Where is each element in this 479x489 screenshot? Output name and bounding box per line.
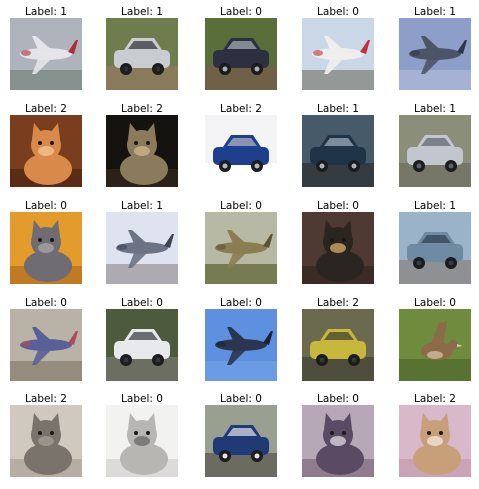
car-thumbnail xyxy=(399,115,471,187)
car-thumbnail xyxy=(399,212,471,284)
car-thumbnail xyxy=(205,405,277,477)
image-label: Label: 1 xyxy=(414,200,456,212)
image-label: Label: 0 xyxy=(414,297,456,309)
image-label: Label: 1 xyxy=(414,103,456,115)
image-label: Label: 0 xyxy=(220,297,262,309)
image-label: Label: 0 xyxy=(317,6,359,18)
grid-cell: Label: 1 xyxy=(302,103,374,187)
cat-thumbnail xyxy=(10,115,82,187)
airplane-thumbnail xyxy=(399,18,471,90)
image-label: Label: 0 xyxy=(317,200,359,212)
image-label: Label: 2 xyxy=(25,393,67,405)
cat-thumbnail xyxy=(106,405,178,477)
grid-cell: Label: 1 xyxy=(399,103,471,187)
car-thumbnail xyxy=(302,309,374,381)
cat-thumbnail xyxy=(302,405,374,477)
grid-cell: Label: 1 xyxy=(106,6,178,90)
grid-cell: Label: 1 xyxy=(106,200,178,284)
grid-cell: Label: 0 xyxy=(205,393,277,477)
image-label: Label: 2 xyxy=(220,103,262,115)
image-label: Label: 1 xyxy=(25,6,67,18)
airplane-thumbnail xyxy=(205,309,277,381)
cat-thumbnail xyxy=(10,212,82,284)
grid-cell: Label: 1 xyxy=(399,6,471,90)
image-label: Label: 2 xyxy=(25,103,67,115)
airplane-thumbnail xyxy=(10,18,82,90)
image-label: Label: 0 xyxy=(220,200,262,212)
grid-cell: Label: 1 xyxy=(10,6,82,90)
grid-cell: Label: 2 xyxy=(106,103,178,187)
airplane-thumbnail xyxy=(10,309,82,381)
car-thumbnail xyxy=(106,309,178,381)
image-label: Label: 1 xyxy=(414,6,456,18)
image-label: Label: 2 xyxy=(121,103,163,115)
image-label: Label: 0 xyxy=(317,393,359,405)
cat-thumbnail xyxy=(106,115,178,187)
grid-cell: Label: 0 xyxy=(302,6,374,90)
airplane-thumbnail xyxy=(302,18,374,90)
grid-cell: Label: 0 xyxy=(205,6,277,90)
image-label: Label: 1 xyxy=(317,103,359,115)
grid-cell: Label: 2 xyxy=(302,297,374,381)
grid-cell: Label: 2 xyxy=(10,103,82,187)
image-label: Label: 0 xyxy=(25,200,67,212)
grid-cell: Label: 0 xyxy=(399,297,471,381)
cat-thumbnail xyxy=(302,212,374,284)
image-label: Label: 0 xyxy=(220,393,262,405)
car-thumbnail xyxy=(205,115,277,187)
grid-cell: Label: 0 xyxy=(106,297,178,381)
image-label: Label: 1 xyxy=(121,6,163,18)
cat-thumbnail xyxy=(10,405,82,477)
grid-cell: Label: 0 xyxy=(302,200,374,284)
airplane-thumbnail xyxy=(106,212,178,284)
car-thumbnail xyxy=(302,115,374,187)
car-thumbnail xyxy=(205,18,277,90)
image-label: Label: 2 xyxy=(414,393,456,405)
grid-cell: Label: 2 xyxy=(399,393,471,477)
grid-cell: Label: 0 xyxy=(205,297,277,381)
grid-cell: Label: 0 xyxy=(205,200,277,284)
image-label: Label: 0 xyxy=(220,6,262,18)
grid-cell: Label: 2 xyxy=(205,103,277,187)
grid-cell: Label: 1 xyxy=(399,200,471,284)
image-label: Label: 0 xyxy=(121,393,163,405)
image-label: Label: 2 xyxy=(317,297,359,309)
grid-cell: Label: 0 xyxy=(302,393,374,477)
cat-thumbnail xyxy=(399,405,471,477)
bird-thumbnail xyxy=(399,309,471,381)
image-label: Label: 1 xyxy=(121,200,163,212)
grid-cell: Label: 0 xyxy=(10,297,82,381)
grid-cell: Label: 2 xyxy=(10,393,82,477)
car-thumbnail xyxy=(106,18,178,90)
airplane-thumbnail xyxy=(205,212,277,284)
grid-cell: Label: 0 xyxy=(10,200,82,284)
grid-cell: Label: 0 xyxy=(106,393,178,477)
image-label: Label: 0 xyxy=(25,297,67,309)
image-label: Label: 0 xyxy=(121,297,163,309)
